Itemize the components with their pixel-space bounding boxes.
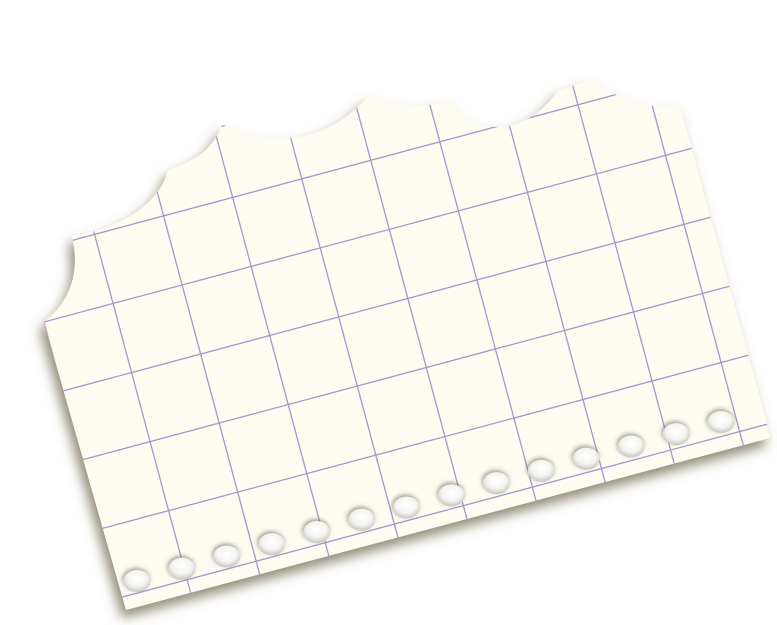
grid-column-line bbox=[44, 80, 494, 610]
punch-hole bbox=[438, 484, 465, 507]
punch-hole bbox=[168, 557, 196, 580]
grid-column-line bbox=[215, 80, 770, 610]
punch-hole bbox=[348, 508, 376, 531]
grid-column-line bbox=[44, 80, 632, 610]
grid-column-line bbox=[146, 80, 770, 610]
punch-hole bbox=[662, 423, 690, 446]
grid-column-line bbox=[285, 80, 770, 610]
punch-hole bbox=[572, 447, 600, 470]
grid-column-line bbox=[77, 80, 701, 610]
punch-hole bbox=[393, 496, 420, 519]
grid-column-line bbox=[354, 80, 770, 610]
punch-hole bbox=[617, 435, 645, 458]
punch-hole bbox=[527, 459, 555, 482]
grid-row-line bbox=[44, 80, 770, 81]
punch-holes bbox=[123, 411, 735, 592]
punch-hole bbox=[707, 411, 735, 433]
punch-hole bbox=[123, 570, 151, 592]
grid-column-line bbox=[44, 80, 563, 610]
punch-hole bbox=[258, 533, 286, 556]
punch-hole bbox=[213, 545, 241, 568]
grid-column-line bbox=[44, 80, 425, 610]
punch-hole bbox=[303, 521, 331, 544]
paper-sheet bbox=[44, 80, 770, 610]
punch-hole bbox=[482, 472, 510, 495]
